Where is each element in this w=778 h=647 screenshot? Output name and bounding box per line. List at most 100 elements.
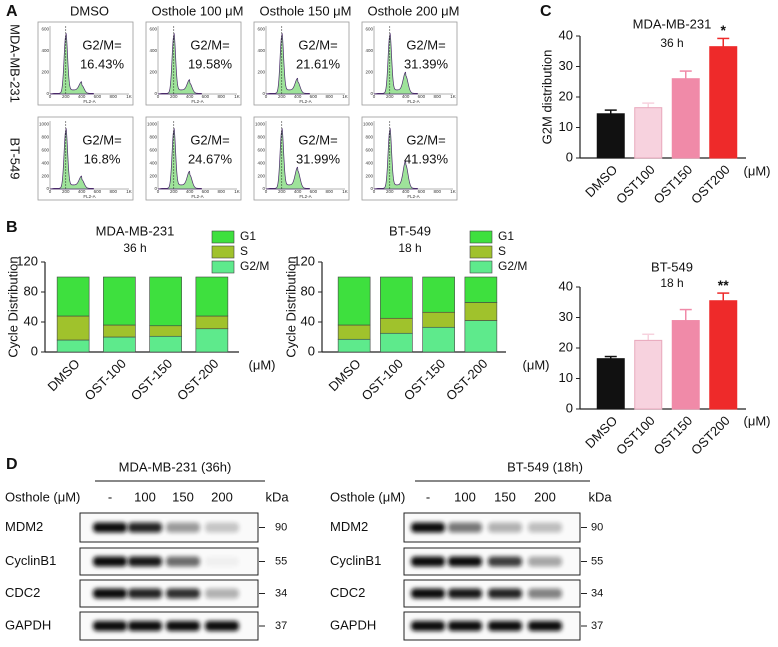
bar — [671, 78, 700, 159]
y-tick-label: 400 — [41, 48, 49, 53]
protein-label: GAPDH — [330, 617, 376, 632]
bar-segment — [103, 324, 136, 338]
x-tick-label: 400 — [78, 189, 86, 194]
lane-label: 100 — [454, 489, 476, 504]
x-tick-label: 400 — [186, 189, 194, 194]
g2m-label: G2/M= — [406, 132, 445, 147]
band — [448, 556, 482, 567]
histogram — [157, 128, 202, 190]
y-axis-label: G2M distribution — [539, 50, 554, 145]
bar-segment — [149, 276, 182, 327]
lane-label: 200 — [534, 489, 556, 504]
chart-subtitle: 18 h — [660, 276, 683, 290]
x-tick-label: 0 — [373, 94, 376, 99]
x-tick-label: 400 — [294, 189, 302, 194]
column-header: Osthole 200 μM — [367, 3, 459, 18]
y-tick-label: 0 — [370, 186, 373, 191]
g2m-value: 41.93% — [404, 151, 449, 166]
protein-label: CDC2 — [5, 585, 40, 600]
legend-label: G1 — [240, 229, 256, 243]
x-tick-label: 600 — [418, 189, 426, 194]
band — [488, 556, 522, 567]
y-tick-label: 10 — [559, 119, 573, 134]
kda-value: 37 — [591, 620, 603, 632]
bar-segment — [422, 311, 455, 328]
x-axis-label: FL2-A — [191, 194, 203, 199]
column-header: Osthole 100 μM — [151, 3, 243, 18]
y-tick-label: 200 — [41, 173, 49, 178]
y-tick-label: 0 — [31, 343, 38, 358]
bar-segment — [422, 326, 455, 353]
bar-segment — [422, 276, 455, 313]
x-tick-label: 0 — [157, 189, 160, 194]
y-tick-label: 80 — [24, 283, 38, 298]
legend-swatch — [469, 245, 493, 259]
y-tick-label: 0 — [46, 186, 49, 191]
protein-label: MDM2 — [330, 519, 368, 534]
x-axis-label: FL2-A — [299, 194, 311, 199]
x-tick-label: 400 — [402, 94, 410, 99]
y-tick-label: 600 — [257, 27, 265, 32]
bar — [709, 46, 738, 159]
column-header: DMSO — [70, 3, 109, 18]
x-tick-label: 200 — [386, 94, 394, 99]
significance-mark: ** — [718, 277, 729, 293]
x-tick-label: 800 — [433, 189, 441, 194]
unit-label: (μM) — [523, 357, 550, 372]
y-tick-label: 120 — [293, 253, 315, 268]
y-tick-label: 200 — [41, 70, 49, 75]
y-tick-label: 600 — [365, 27, 373, 32]
kda-value: 34 — [275, 587, 287, 599]
bar-segment — [195, 315, 229, 330]
legend-label: G2/M — [240, 259, 269, 273]
x-tick-label: 400 — [294, 94, 302, 99]
bar-segment — [380, 332, 413, 353]
y-tick-label: 200 — [257, 173, 265, 178]
x-tick-label: 600 — [94, 94, 102, 99]
histogram — [157, 33, 202, 95]
y-tick-label: 400 — [257, 160, 265, 165]
y-tick-label: 800 — [149, 135, 157, 140]
x-tick-label: DMSO — [325, 356, 363, 394]
band — [205, 588, 239, 599]
band — [488, 588, 522, 599]
band — [128, 522, 162, 533]
x-tick-label: OST200 — [688, 413, 733, 458]
unit-label: (μM) — [249, 357, 276, 372]
chart-title: BT-549 — [651, 259, 693, 274]
g2m-label: G2/M= — [406, 37, 445, 52]
bar — [634, 107, 663, 159]
x-tick-label: 1K — [234, 189, 240, 194]
band — [93, 556, 127, 567]
g2m-value: 24.67% — [188, 151, 233, 166]
y-tick-label: 400 — [257, 48, 265, 53]
x-tick-label: 1K — [450, 94, 456, 99]
x-tick-label: 0 — [265, 94, 268, 99]
band — [448, 522, 482, 533]
bar — [634, 339, 663, 410]
y-tick-label: 0 — [154, 186, 157, 191]
y-tick-label: 600 — [365, 147, 373, 152]
band — [205, 556, 239, 567]
x-tick-label: 600 — [310, 94, 318, 99]
bar-segment — [56, 315, 90, 341]
x-axis-label: FL2-A — [407, 194, 419, 199]
kda-value: 37 — [275, 620, 287, 632]
bar — [596, 113, 625, 159]
x-tick-label: OST-150 — [401, 356, 448, 403]
histogram — [265, 128, 310, 190]
band — [528, 522, 562, 533]
y-tick-label: 600 — [41, 27, 49, 32]
bar-segment — [195, 276, 229, 317]
bar-segment — [380, 276, 413, 319]
bar-segment — [103, 336, 136, 353]
x-tick-label: 0 — [49, 189, 52, 194]
band — [128, 588, 162, 599]
y-tick-label: 800 — [257, 135, 265, 140]
band — [128, 621, 162, 631]
g2m-value: 16.43% — [80, 56, 125, 71]
y-tick-label: 800 — [41, 135, 49, 140]
band — [93, 621, 127, 631]
band — [528, 621, 562, 631]
